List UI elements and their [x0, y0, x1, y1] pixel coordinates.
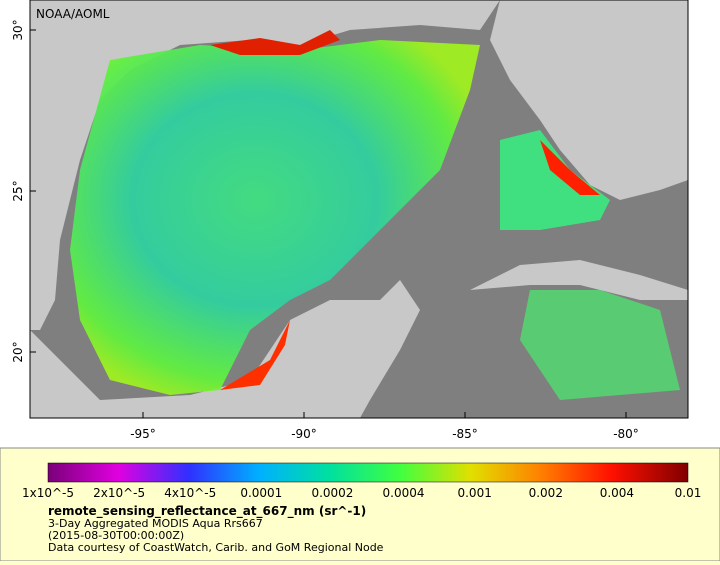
credit: NOAA/AOML [36, 7, 110, 21]
colorbar-label: 0.002 [529, 486, 563, 500]
lon-tick-label: -85° [452, 427, 478, 441]
colorbar-label: 0.0001 [240, 486, 282, 500]
axes: 30° 25° 20° -95° -90° -85° -80° [11, 19, 639, 441]
reflectance-east [500, 130, 610, 230]
coastal-high [210, 30, 340, 55]
colorbar [47, 462, 689, 483]
lat-tick-label: 30° [11, 19, 25, 40]
colorbar-label: 0.001 [457, 486, 491, 500]
colorbar-label: 4x10^-5 [164, 486, 216, 500]
land-north-west [30, 0, 500, 330]
lon-tick-label: -90° [291, 427, 317, 441]
legend-line: Data courtesy of CoastWatch, Carib. and … [48, 541, 384, 554]
colorbar-label: 0.01 [675, 486, 702, 500]
colorbar-label: 0.004 [600, 486, 634, 500]
mexico [30, 280, 420, 418]
coastal-high [220, 320, 290, 390]
reflectance-caribbean [520, 290, 680, 400]
colorbar-label: 1x10^-5 [22, 486, 74, 500]
legend-title: remote_sensing_reflectance_at_667_nm (sr… [48, 504, 366, 519]
map: NOAA/AOML [29, 0, 689, 419]
colorbar-labels: 1x10^-5 2x10^-5 4x10^-5 0.0001 0.0002 0.0004 0… [22, 486, 701, 500]
colorbar-label: 2x10^-5 [93, 486, 145, 500]
lat-tick-label: 20° [11, 341, 25, 362]
lat-tick-label: 25° [11, 180, 25, 201]
map-border [29, 0, 689, 419]
cuba [470, 260, 688, 300]
lon-tick-label: -95° [130, 427, 156, 441]
legend-line: (2015-08-30T00:00:00Z) [48, 529, 184, 542]
reflectance-field [70, 40, 480, 395]
lon-tick-label: -80° [613, 427, 639, 441]
colorbar-label: 0.0004 [383, 486, 425, 500]
legend-line: 3-Day Aggregated MODIS Aqua Rrs667 [48, 517, 263, 530]
colorbar-label: 0.0002 [311, 486, 353, 500]
florida [490, 0, 688, 200]
coastal-high [540, 140, 600, 195]
